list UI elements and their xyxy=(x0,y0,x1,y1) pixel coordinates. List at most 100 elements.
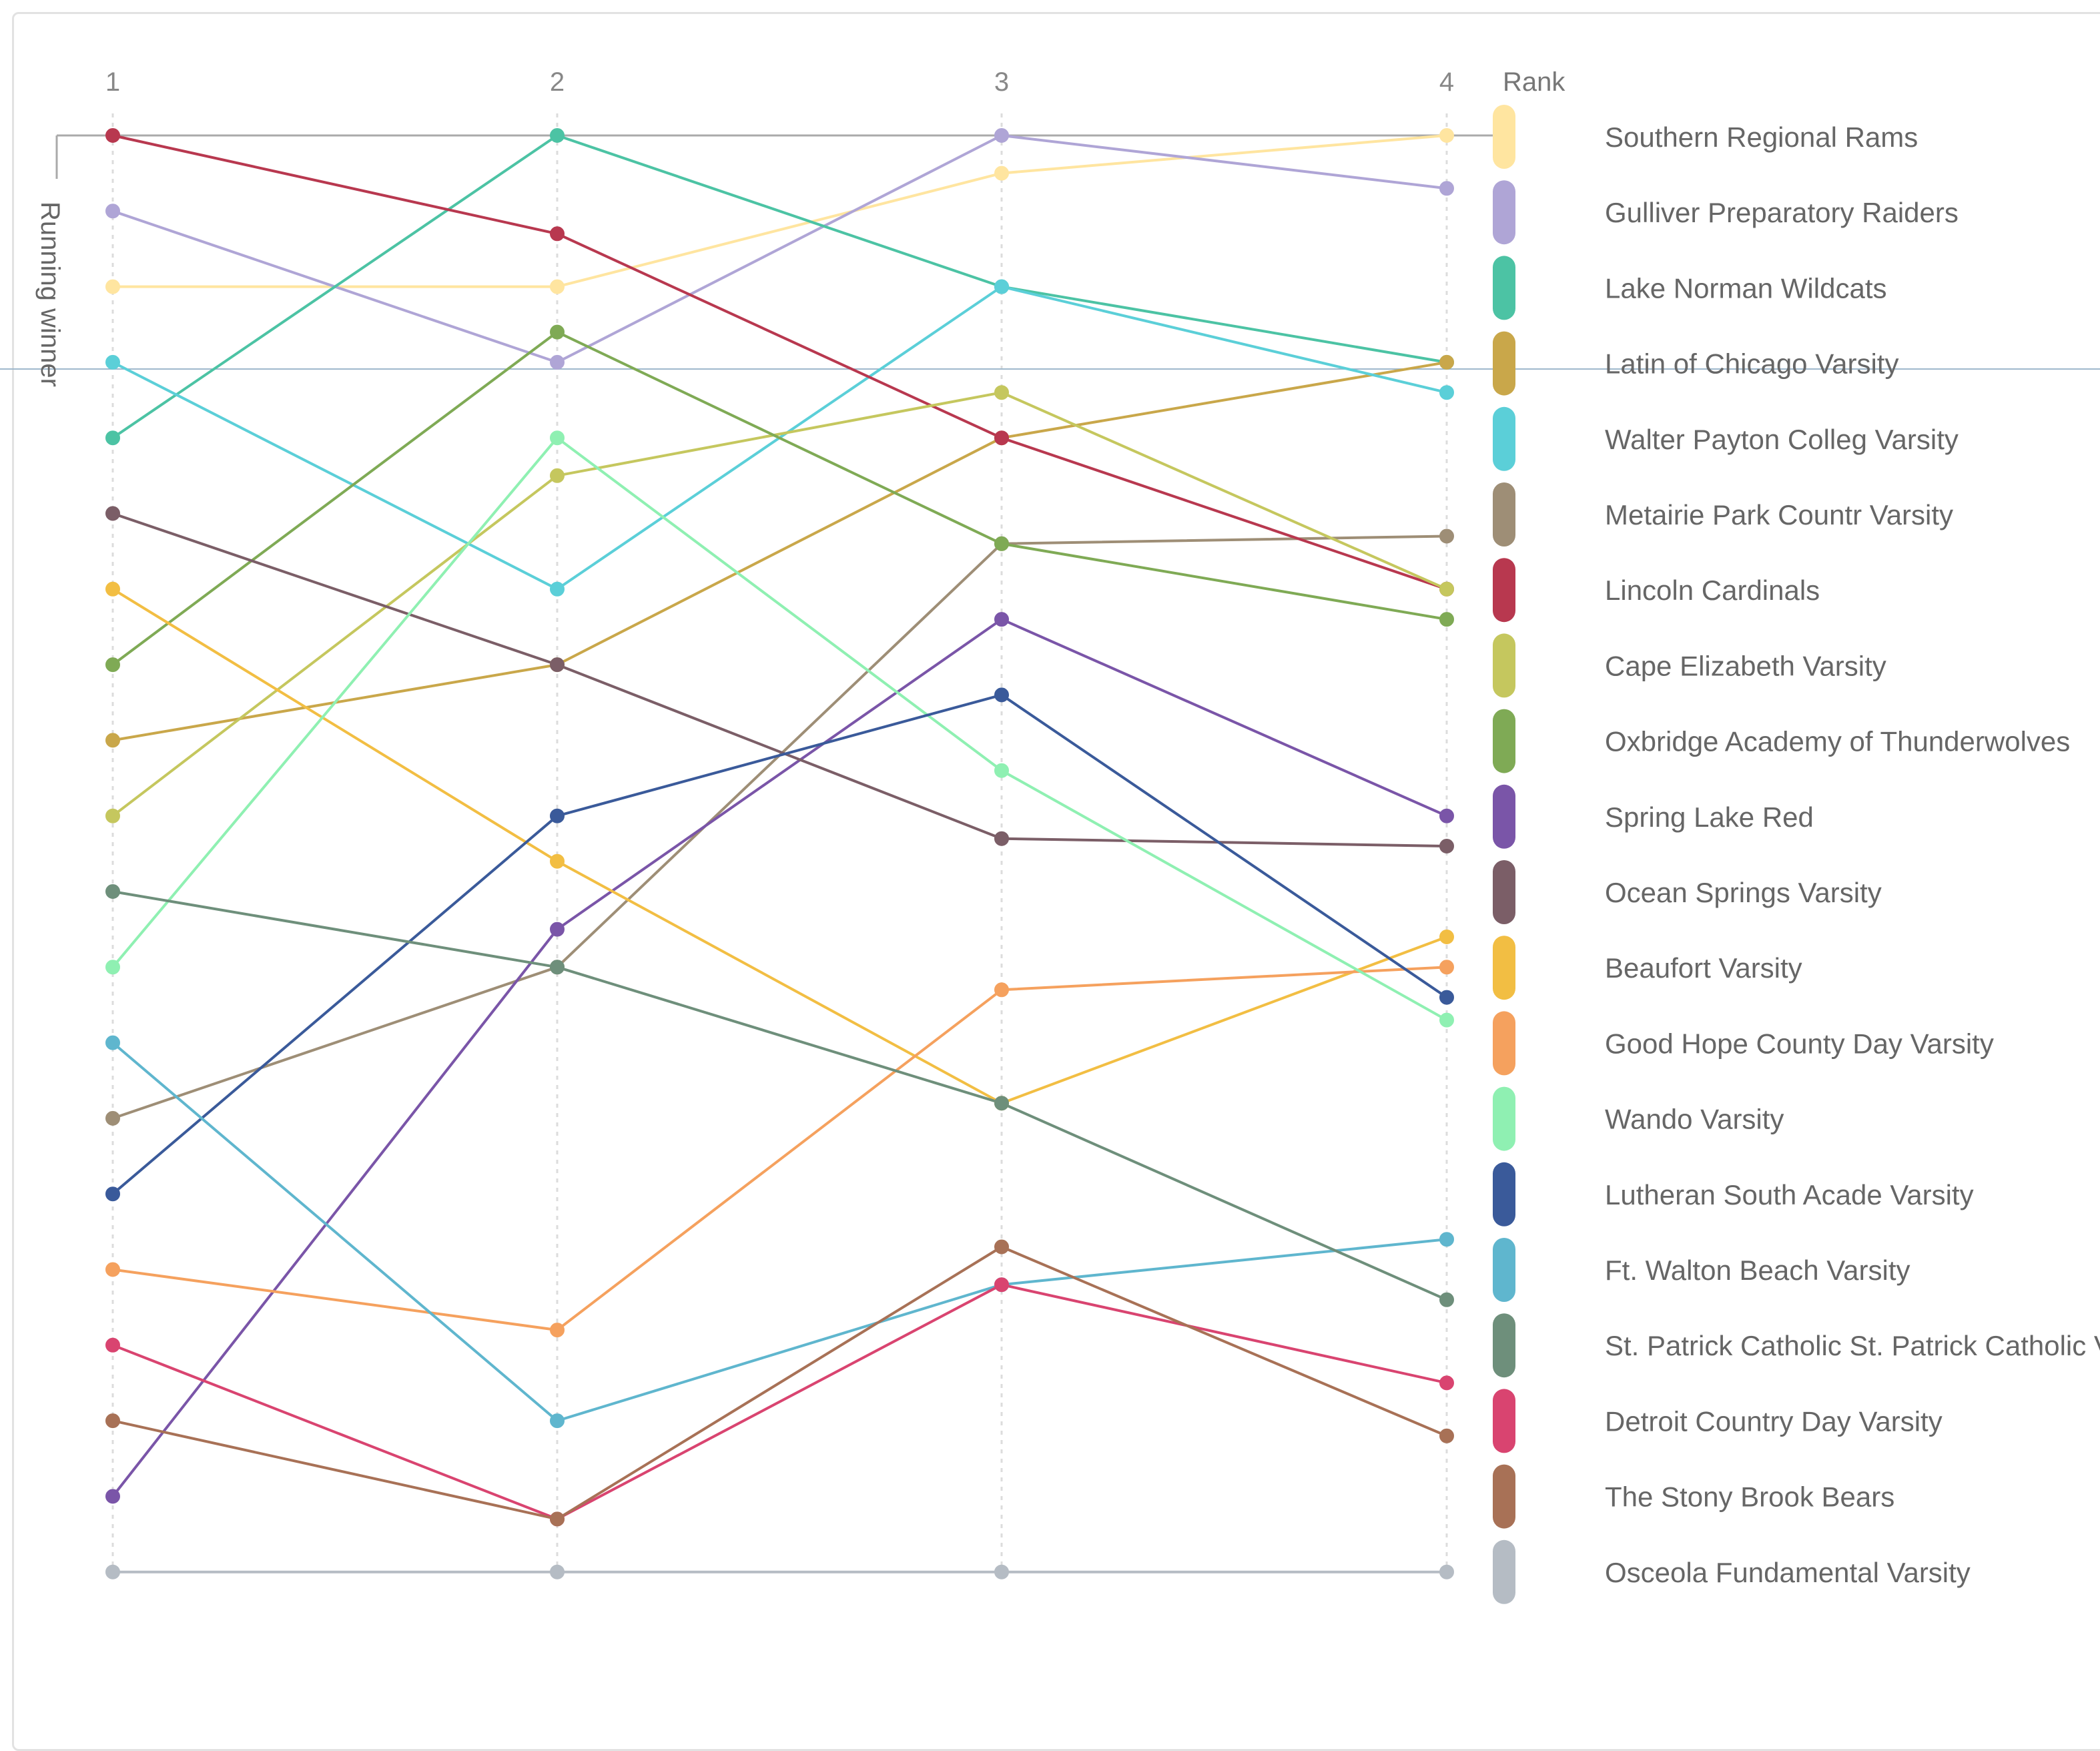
series-point-17-4[interactable] xyxy=(1439,1292,1454,1307)
legend-item[interactable]: Osceola Fundamental Varsity xyxy=(1493,1539,1971,1604)
series-point-18-4[interactable] xyxy=(1439,1375,1454,1391)
series-point-7-2[interactable] xyxy=(550,226,565,242)
series-point-6-4[interactable] xyxy=(1439,529,1454,544)
legend-item[interactable]: Detroit Country Day Varsity xyxy=(1493,1389,1943,1453)
series-point-10-3[interactable] xyxy=(994,612,1009,627)
series-point-14-2[interactable] xyxy=(550,430,565,446)
series-point-3-1[interactable] xyxy=(105,430,120,446)
series-line-19[interactable] xyxy=(112,1245,1447,1521)
legend-item[interactable]: Spring Lake Red xyxy=(1493,784,1814,849)
series-point-9-4[interactable] xyxy=(1439,612,1454,627)
series-point-5-2[interactable] xyxy=(550,581,565,597)
series-line-3[interactable] xyxy=(111,134,1447,439)
series-line-4[interactable] xyxy=(112,360,1447,742)
legend-item[interactable]: Wando Varsity xyxy=(1493,1086,1784,1151)
series-point-15-1[interactable] xyxy=(105,1186,120,1202)
legend-item[interactable]: Southern Regional Rams xyxy=(1493,105,1918,169)
series-point-8-3[interactable] xyxy=(994,385,1009,400)
series-line-8[interactable] xyxy=(111,391,1447,817)
series-point-17-2[interactable] xyxy=(550,960,565,975)
series-point-9-2[interactable] xyxy=(550,324,565,340)
series-line-7[interactable] xyxy=(112,134,1447,591)
legend-item[interactable]: Cape Elizabeth Varsity xyxy=(1493,633,1886,698)
legend-item[interactable]: Latin of Chicago Varsity xyxy=(1493,331,1898,396)
series-point-1-2[interactable] xyxy=(550,279,565,294)
series-point-8-2[interactable] xyxy=(550,468,565,483)
series-point-14-1[interactable] xyxy=(105,960,120,975)
legend-item[interactable]: Beaufort Varsity xyxy=(1493,936,1802,1000)
series-point-10-1[interactable] xyxy=(105,1489,120,1504)
series-point-1-3[interactable] xyxy=(994,165,1009,181)
legend-item[interactable]: Ocean Springs Varsity xyxy=(1493,860,1882,924)
series-point-9-1[interactable] xyxy=(105,657,120,673)
legend-item[interactable]: Lutheran South Acade Varsity xyxy=(1493,1162,1974,1227)
series-line-18[interactable] xyxy=(112,1283,1447,1521)
series-point-16-4[interactable] xyxy=(1439,1232,1454,1247)
series-point-10-4[interactable] xyxy=(1439,808,1454,823)
series-point-13-2[interactable] xyxy=(550,1323,565,1338)
series-point-12-1[interactable] xyxy=(105,581,120,597)
series-point-13-3[interactable] xyxy=(994,982,1009,998)
legend-item[interactable]: Lake Norman Wildcats xyxy=(1493,256,1886,320)
series-point-16-2[interactable] xyxy=(550,1413,565,1429)
series-point-4-1[interactable] xyxy=(105,733,120,748)
series-point-4-4[interactable] xyxy=(1439,354,1454,370)
series-point-14-3[interactable] xyxy=(994,763,1009,778)
series-point-15-2[interactable] xyxy=(550,808,565,823)
series-point-7-3[interactable] xyxy=(994,430,1009,446)
series-point-2-4[interactable] xyxy=(1439,181,1454,196)
series-point-10-2[interactable] xyxy=(550,922,565,937)
legend-item[interactable]: Metairie Park Countr Varsity xyxy=(1493,482,1953,547)
series-point-3-2[interactable] xyxy=(550,128,565,143)
series-line-11[interactable] xyxy=(112,512,1447,847)
series-point-17-3[interactable] xyxy=(994,1096,1009,1111)
legend-item[interactable]: Oxbridge Academy of Thunderwolves xyxy=(1493,709,2070,773)
series-point-13-4[interactable] xyxy=(1439,960,1454,975)
legend-item[interactable]: Ft. Walton Beach Varsity xyxy=(1493,1238,1910,1302)
series-point-12-4[interactable] xyxy=(1439,930,1454,944)
legend-item[interactable]: The Stony Brook Bears xyxy=(1493,1464,1894,1529)
series-point-20-2[interactable] xyxy=(550,1564,565,1580)
series-point-20-3[interactable] xyxy=(994,1564,1009,1580)
series-point-2-2[interactable] xyxy=(550,354,565,370)
series-point-19-4[interactable] xyxy=(1439,1428,1454,1443)
series-point-19-1[interactable] xyxy=(105,1413,120,1429)
legend-item[interactable]: Gulliver Preparatory Raiders xyxy=(1493,180,1959,245)
series-point-20-4[interactable] xyxy=(1439,1564,1454,1580)
series-point-20-1[interactable] xyxy=(105,1564,120,1580)
series-line-14[interactable] xyxy=(111,436,1447,1022)
series-point-18-3[interactable] xyxy=(994,1277,1009,1293)
series-point-5-3[interactable] xyxy=(994,279,1009,294)
series-point-1-4[interactable] xyxy=(1439,128,1454,143)
series-point-11-2[interactable] xyxy=(550,657,565,673)
series-point-11-1[interactable] xyxy=(105,506,120,521)
series-point-15-3[interactable] xyxy=(994,687,1009,703)
series-point-5-1[interactable] xyxy=(105,354,120,370)
series-point-13-1[interactable] xyxy=(105,1262,120,1277)
series-point-6-1[interactable] xyxy=(105,1110,120,1126)
series-point-18-1[interactable] xyxy=(105,1337,120,1353)
series-line-9[interactable] xyxy=(111,330,1447,666)
series-point-17-1[interactable] xyxy=(105,884,120,899)
legend-item[interactable]: Walter Payton Colleg Varsity xyxy=(1493,406,1959,471)
series-point-15-4[interactable] xyxy=(1439,990,1454,1005)
series-point-8-1[interactable] xyxy=(105,808,120,823)
series-point-9-3[interactable] xyxy=(994,536,1009,551)
series-point-11-4[interactable] xyxy=(1439,839,1454,853)
series-point-7-1[interactable] xyxy=(105,128,120,143)
series-line-12[interactable] xyxy=(111,588,1447,1105)
series-point-5-4[interactable] xyxy=(1439,385,1454,400)
series-point-1-1[interactable] xyxy=(105,279,120,294)
series-point-19-2[interactable] xyxy=(550,1511,565,1527)
series-point-16-1[interactable] xyxy=(105,1035,120,1050)
series-point-14-4[interactable] xyxy=(1439,1012,1454,1028)
series-point-2-1[interactable] xyxy=(105,204,120,219)
series-point-12-2[interactable] xyxy=(550,853,565,869)
legend-item[interactable]: Lincoln Cardinals xyxy=(1493,558,1820,623)
series-line-17[interactable] xyxy=(112,890,1447,1301)
series-line-6[interactable] xyxy=(112,535,1447,1120)
legend-item[interactable]: St. Patrick Catholic St. Patrick Catholi… xyxy=(1493,1313,2100,1378)
series-point-2-3[interactable] xyxy=(994,128,1009,143)
series-point-19-3[interactable] xyxy=(994,1239,1009,1255)
series-line-16[interactable] xyxy=(111,1042,1447,1423)
